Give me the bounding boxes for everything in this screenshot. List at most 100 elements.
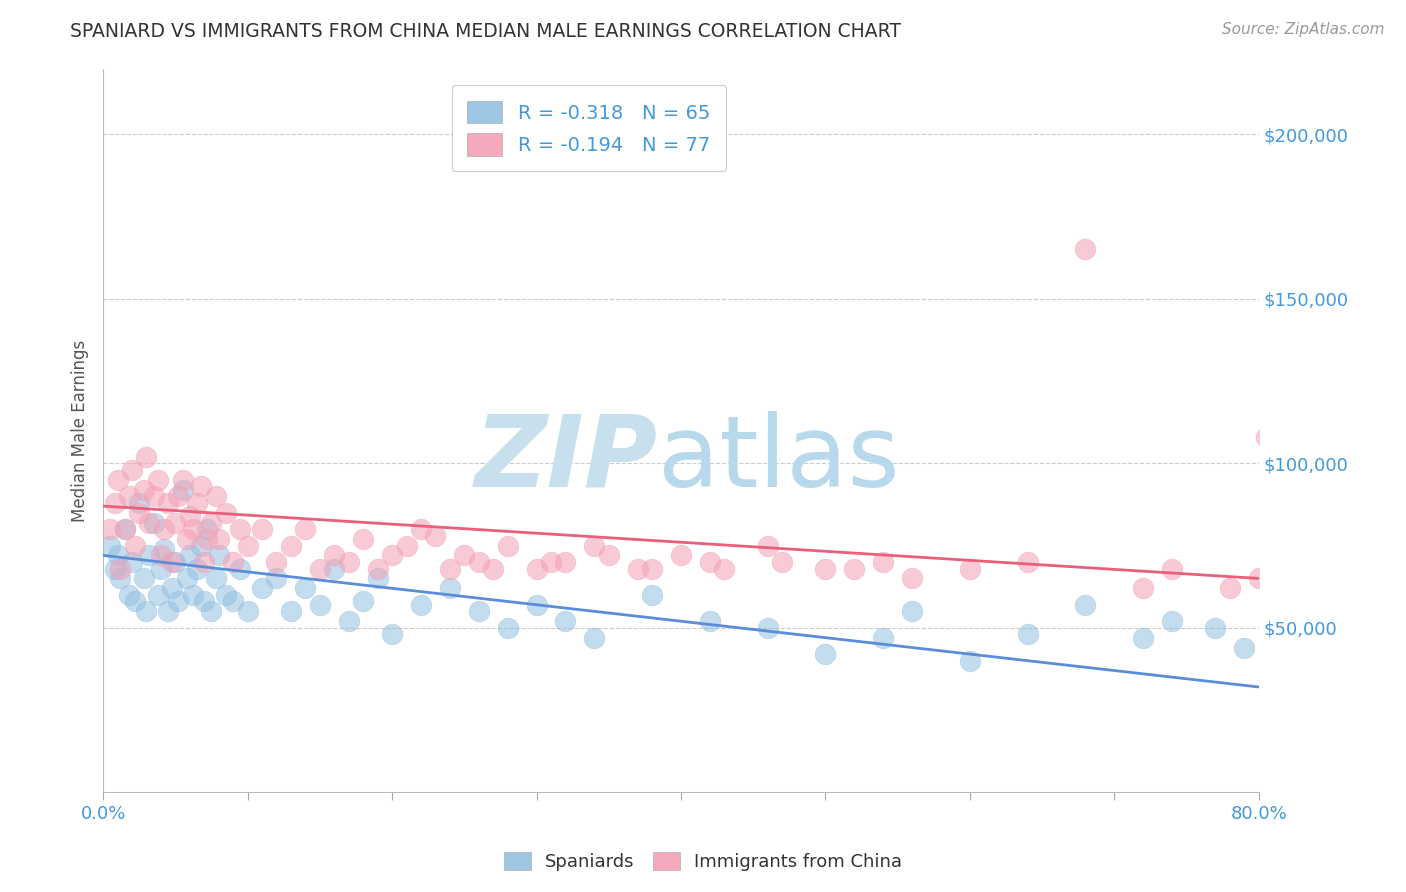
Point — [367, 561, 389, 575]
Text: Source: ZipAtlas.com: Source: ZipAtlas.com — [1222, 22, 1385, 37]
Point — [124, 594, 146, 608]
Point — [669, 549, 692, 563]
Point — [104, 496, 127, 510]
Point — [1161, 561, 1184, 575]
Point — [215, 588, 238, 602]
Point — [179, 549, 201, 563]
Point — [381, 549, 404, 563]
Point — [467, 555, 489, 569]
Point — [598, 549, 620, 563]
Point — [132, 571, 155, 585]
Point — [266, 555, 288, 569]
Point — [1017, 627, 1039, 641]
Point — [229, 561, 252, 575]
Point — [467, 604, 489, 618]
Point — [1219, 582, 1241, 596]
Point — [146, 473, 169, 487]
Point — [114, 522, 136, 536]
Point — [1205, 621, 1227, 635]
Point — [352, 594, 374, 608]
Text: atlas: atlas — [658, 411, 900, 508]
Point — [190, 479, 212, 493]
Point — [641, 588, 664, 602]
Point — [699, 614, 721, 628]
Point — [107, 549, 129, 563]
Point — [280, 604, 302, 618]
Point — [204, 489, 226, 503]
Point — [165, 516, 187, 530]
Point — [193, 555, 215, 569]
Point — [104, 561, 127, 575]
Point — [1233, 640, 1256, 655]
Point — [118, 489, 141, 503]
Point — [814, 647, 837, 661]
Point — [98, 522, 121, 536]
Point — [181, 522, 204, 536]
Point — [149, 549, 172, 563]
Point — [110, 561, 132, 575]
Point — [190, 539, 212, 553]
Point — [222, 594, 245, 608]
Point — [1132, 582, 1154, 596]
Point — [699, 555, 721, 569]
Point — [1132, 631, 1154, 645]
Point — [157, 496, 180, 510]
Point — [352, 532, 374, 546]
Point — [110, 571, 132, 585]
Point — [135, 604, 157, 618]
Point — [162, 582, 184, 596]
Point — [308, 598, 330, 612]
Point — [124, 539, 146, 553]
Point — [1074, 243, 1097, 257]
Point — [425, 529, 447, 543]
Point — [294, 582, 316, 596]
Point — [395, 539, 418, 553]
Point — [204, 571, 226, 585]
Point — [367, 571, 389, 585]
Point — [142, 516, 165, 530]
Point — [179, 508, 201, 523]
Point — [167, 489, 190, 503]
Point — [229, 522, 252, 536]
Point — [872, 631, 894, 645]
Point — [381, 627, 404, 641]
Point — [114, 522, 136, 536]
Point — [583, 539, 606, 553]
Point — [959, 654, 981, 668]
Point — [153, 522, 176, 536]
Point — [540, 555, 562, 569]
Point — [294, 522, 316, 536]
Point — [1247, 571, 1270, 585]
Point — [1017, 555, 1039, 569]
Point — [176, 571, 198, 585]
Point — [713, 561, 735, 575]
Point — [132, 483, 155, 497]
Point — [176, 532, 198, 546]
Point — [959, 561, 981, 575]
Point — [323, 561, 346, 575]
Point — [526, 561, 548, 575]
Point — [409, 522, 432, 536]
Point — [453, 549, 475, 563]
Point — [814, 561, 837, 575]
Point — [128, 506, 150, 520]
Point — [193, 594, 215, 608]
Point — [236, 539, 259, 553]
Point — [1161, 614, 1184, 628]
Point — [200, 604, 222, 618]
Point — [222, 555, 245, 569]
Point — [323, 549, 346, 563]
Point — [337, 555, 360, 569]
Point — [135, 450, 157, 464]
Point — [554, 614, 576, 628]
Point — [142, 489, 165, 503]
Point — [138, 549, 160, 563]
Point — [138, 516, 160, 530]
Point — [583, 631, 606, 645]
Point — [215, 506, 238, 520]
Point — [250, 522, 273, 536]
Legend: Spaniards, Immigrants from China: Spaniards, Immigrants from China — [496, 845, 910, 879]
Point — [195, 532, 218, 546]
Point — [186, 496, 208, 510]
Point — [107, 473, 129, 487]
